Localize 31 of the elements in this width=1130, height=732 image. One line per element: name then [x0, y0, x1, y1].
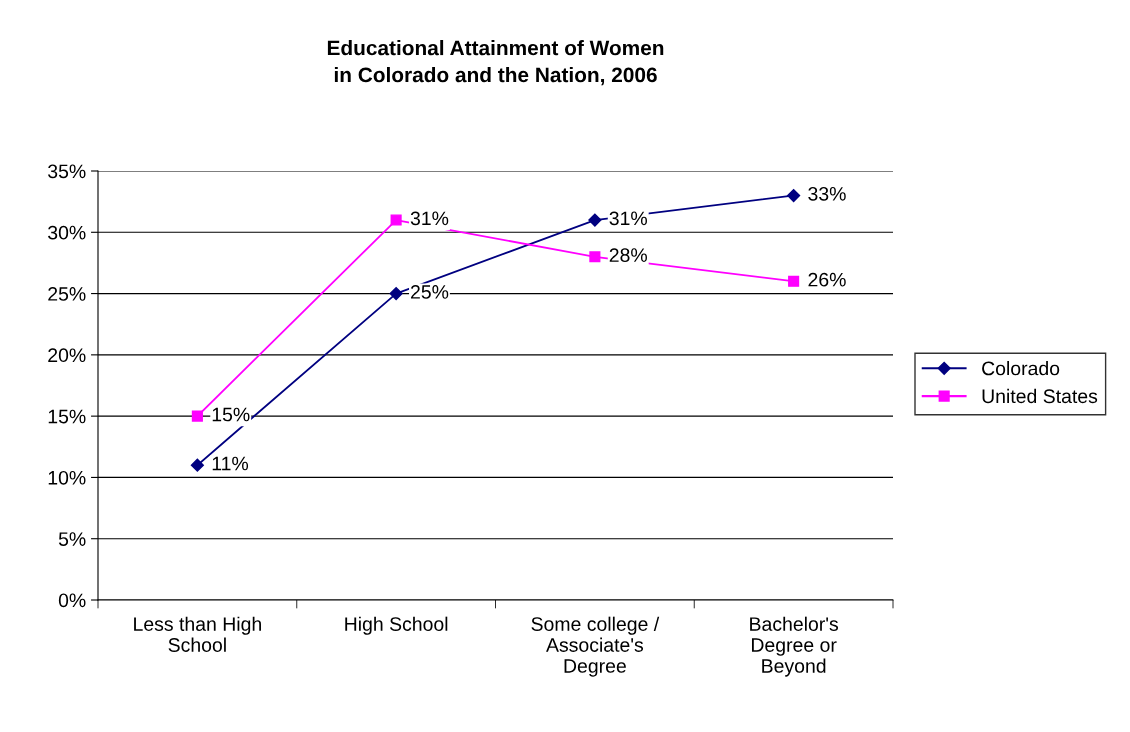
data-label: 11%	[212, 456, 249, 471]
x-tick-label: Some college / Associate's Degree	[531, 616, 660, 677]
y-tick-label: 30%	[48, 225, 86, 240]
point	[588, 213, 602, 227]
point	[788, 275, 800, 287]
point	[389, 286, 403, 301]
y-tick-label: 15%	[48, 409, 86, 424]
point	[787, 188, 801, 203]
data-label: 31%	[410, 211, 449, 226]
y-tick-label: 35%	[48, 164, 86, 179]
point	[390, 214, 402, 226]
point	[191, 410, 203, 422]
chart-title: Educational Attainment of Women in Colorado and the Nation, 2006	[327, 40, 664, 86]
x-tick-label: High School	[345, 616, 448, 635]
data-label: 28%	[609, 248, 647, 263]
point	[190, 458, 204, 472]
data-label: 15%	[212, 407, 250, 422]
y-tick-label: 20%	[48, 348, 86, 363]
x-tick-label: Less than High School	[134, 616, 261, 652]
y-tick-label: 0%	[58, 593, 86, 608]
data-label: 26%	[808, 272, 846, 287]
y-tick-label: 25%	[48, 287, 86, 301]
legend-label: United States	[982, 388, 1098, 404]
legend-label: Colorado	[982, 361, 1060, 376]
y-tick-label: 5%	[58, 532, 86, 546]
point	[589, 251, 601, 263]
y-tick-label: 10%	[48, 470, 86, 485]
x-tick-label: Bachelor's Degree or Beyond	[750, 616, 839, 677]
data-label: 31%	[609, 211, 647, 226]
data-label: 25%	[410, 285, 449, 299]
data-label: 33%	[808, 186, 846, 201]
